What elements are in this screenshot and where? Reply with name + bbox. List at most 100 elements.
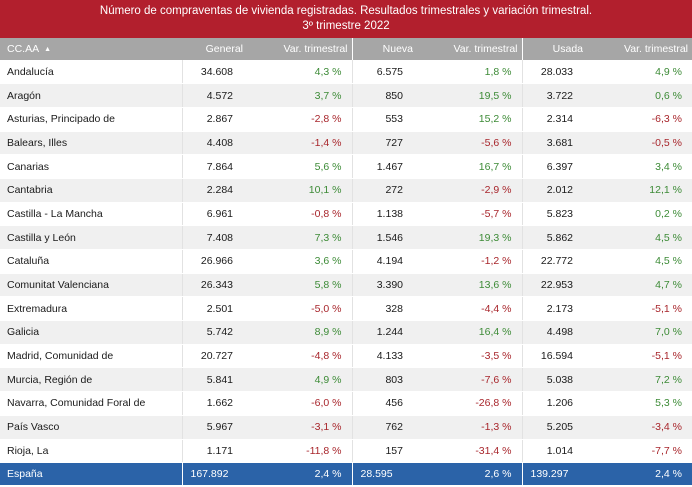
total-usada: 139.297 — [521, 462, 587, 485]
cell-general-var: -3,1 % — [247, 415, 352, 440]
cell-general: 26.343 — [181, 273, 247, 298]
cell-usada-var: 4,5 % — [587, 249, 692, 274]
cell-general: 6.961 — [181, 202, 247, 227]
cell-usada-var: 4,9 % — [587, 60, 692, 85]
table-row: Madrid, Comunidad de 20.727 -4,8 % 4.133 -3,… — [0, 344, 692, 369]
table-row: Galicia 5.742 8,9 % 1.244 16,4 % 4.498 7,0 % — [0, 320, 692, 345]
cell-usada-var: -5,1 % — [587, 344, 692, 369]
column-header-ccaa[interactable]: CC.AA ▲ — [0, 38, 182, 60]
sales-table: CC.AA ▲ General Var. trimestral Nueva Var… — [0, 38, 692, 485]
total-general-var: 2,4 % — [247, 462, 352, 485]
cell-nueva: 1.244 — [351, 320, 417, 345]
cell-name: País Vasco — [0, 415, 182, 440]
total-row: España 167.892 2,4 % 28.595 2,6 % 139.29… — [0, 462, 692, 485]
cell-nueva: 4.194 — [351, 249, 417, 274]
cell-general-var: -0,8 % — [247, 202, 352, 227]
table-row: Castilla y León 7.408 7,3 % 1.546 19,3 % 5.86… — [0, 225, 692, 250]
column-header-usada-var[interactable]: Var. trimestral — [587, 38, 692, 60]
column-header-nueva-var[interactable]: Var. trimestral — [417, 38, 522, 60]
cell-general: 1.662 — [181, 391, 247, 416]
cell-usada-var: -7,7 % — [587, 439, 692, 464]
cell-general: 2.284 — [181, 178, 247, 203]
table-row: Comunitat Valenciana 26.343 5,8 % 3.390 13,6… — [0, 273, 692, 298]
cell-nueva: 803 — [351, 367, 417, 393]
cell-general: 5.742 — [181, 320, 247, 345]
cell-general-var: 7,3 % — [247, 225, 352, 250]
cell-name: Andalucía — [0, 60, 182, 85]
table-row: Balears, Illes 4.408 -1,4 % 727 -5,6 % 3.681-… — [0, 131, 692, 156]
cell-name: Cantabria — [0, 178, 182, 203]
cell-general: 7.864 — [181, 154, 247, 179]
table-row: Asturias, Principado de 2.867 -2,8 % 553 15,… — [0, 107, 692, 132]
cell-usada-var: 3,4 % — [587, 154, 692, 179]
cell-usada: 3.722 — [521, 83, 587, 108]
cell-usada-var: 4,7 % — [587, 273, 692, 298]
table-row: Aragón 4.572 3,7 % 850 19,5 % 3.722 0,6 % — [0, 83, 692, 108]
cell-usada-var: 0,2 % — [587, 202, 692, 227]
column-header-usada[interactable]: Usada — [521, 38, 587, 60]
cell-general: 4.572 — [181, 83, 247, 108]
cell-name: Extremadura — [0, 296, 182, 322]
cell-name: Castilla - La Mancha — [0, 202, 182, 227]
cell-general-var: 4,9 % — [247, 367, 352, 393]
cell-usada-var: -5,1 % — [587, 296, 692, 322]
cell-usada-var: 12,1 % — [587, 178, 692, 203]
cell-usada-var: 0,6 % — [587, 83, 692, 108]
cell-general: 2.867 — [181, 107, 247, 132]
cell-name: Navarra, Comunidad Foral de — [0, 391, 182, 416]
cell-nueva: 727 — [351, 131, 417, 156]
cell-nueva: 1.546 — [351, 225, 417, 250]
column-header-general-var[interactable]: Var. trimestral — [247, 38, 352, 60]
cell-nueva: 1.138 — [351, 202, 417, 227]
cell-nueva-var: -5,6 % — [417, 131, 522, 156]
cell-nueva-var: -1,3 % — [417, 415, 522, 440]
cell-nueva-var: 16,4 % — [417, 320, 522, 345]
sort-ascending-icon[interactable]: ▲ — [44, 45, 52, 53]
cell-nueva: 328 — [351, 296, 417, 322]
table-row: Castilla - La Mancha 6.961 -0,8 % 1.138 -5,7… — [0, 202, 692, 227]
cell-usada-var: -3,4 % — [587, 415, 692, 440]
table-title-line1: Número de compraventas de vivienda regis… — [99, 5, 593, 17]
cell-general-var: -2,8 % — [247, 107, 352, 132]
cell-usada: 5.823 — [521, 202, 587, 227]
cell-general: 5.967 — [181, 415, 247, 440]
total-usada-var: 2,4 % — [587, 462, 692, 485]
cell-nueva: 850 — [351, 83, 417, 108]
column-header-nueva[interactable]: Nueva — [351, 38, 417, 60]
cell-name: Aragón — [0, 83, 182, 108]
table-row: Murcia, Región de 5.841 4,9 % 803 -7,6 % 5.03… — [0, 367, 692, 393]
cell-name: Cataluña — [0, 249, 182, 274]
cell-general: 4.408 — [181, 131, 247, 156]
cell-general: 7.408 — [181, 225, 247, 250]
cell-nueva-var: -3,5 % — [417, 344, 522, 369]
cell-nueva: 456 — [351, 391, 417, 416]
cell-usada-var: -0,5 % — [587, 131, 692, 156]
cell-nueva-var: 13,6 % — [417, 273, 522, 298]
cell-general-var: -1,4 % — [247, 131, 352, 156]
table-row: Navarra, Comunidad Foral de 1.662 -6,0 % 45… — [0, 391, 692, 416]
cell-general: 26.966 — [181, 249, 247, 274]
cell-name: Comunitat Valenciana — [0, 273, 182, 298]
header-row: CC.AA ▲ General Var. trimestral Nueva Var… — [0, 38, 692, 60]
column-header-general[interactable]: General — [182, 38, 247, 60]
cell-general-var: 3,6 % — [247, 249, 352, 274]
table-row: Cantabria 2.284 10,1 % 272 -2,9 % 2.012 12,1 % — [0, 178, 692, 203]
cell-general-var: -5,0 % — [247, 296, 352, 322]
cell-general-var: 5,6 % — [247, 154, 352, 179]
cell-usada-var: 4,5 % — [587, 225, 692, 250]
cell-nueva-var: -26,8 % — [417, 391, 522, 416]
cell-nueva: 272 — [351, 178, 417, 203]
table-title-line2: 3º trimestre 2022 — [302, 20, 390, 32]
cell-general-var: 5,8 % — [247, 273, 352, 298]
cell-nueva: 4.133 — [351, 344, 417, 369]
cell-nueva: 157 — [351, 439, 417, 464]
cell-name: Asturias, Principado de — [0, 107, 182, 132]
cell-usada: 5.862 — [521, 225, 587, 250]
table-row: País Vasco 5.967 -3,1 % 762 -1,3 % 5.205 -3,4 … — [0, 415, 692, 440]
cell-nueva-var: 1,8 % — [417, 60, 522, 85]
cell-usada-var: 5,3 % — [587, 391, 692, 416]
column-header-ccaa-label: CC.AA — [7, 43, 40, 55]
cell-usada: 28.033 — [521, 60, 587, 85]
cell-name: Balears, Illes — [0, 131, 182, 156]
